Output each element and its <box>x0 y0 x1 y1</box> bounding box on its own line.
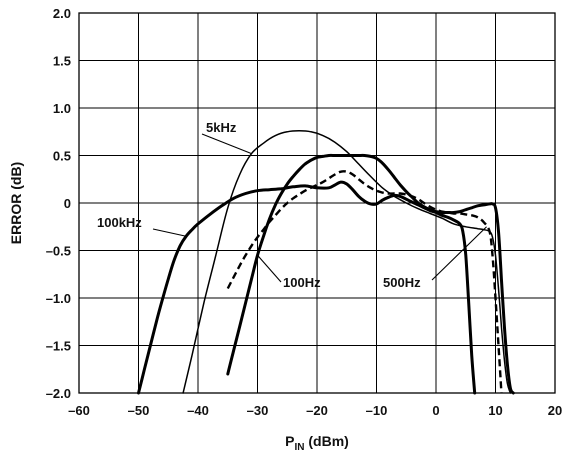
x-tick-label: –10 <box>366 403 388 418</box>
series-line-500hz <box>226 170 503 394</box>
series-line-100hz <box>226 153 515 395</box>
x-tick-label: –20 <box>306 403 328 418</box>
y-tick-label: –2.0 <box>46 386 71 401</box>
y-tick-label: –1.0 <box>46 291 71 306</box>
x-axis-title-unit: (dBm) <box>305 433 349 449</box>
x-tick-label: 10 <box>488 403 502 418</box>
y-tick-label: 2.0 <box>53 6 71 21</box>
y-tick-label: 0 <box>64 196 71 211</box>
x-tick-label: 20 <box>548 403 562 418</box>
x-axis-title-main: P <box>285 433 294 449</box>
y-axis-title: ERROR (dB) <box>8 162 24 244</box>
annotation-leader-100khz <box>152 228 187 237</box>
grid <box>78 12 556 394</box>
x-axis-title-subscript: IN <box>295 442 305 453</box>
x-tick-labels: –60 –50 –40 –30 –20 –10 0 10 20 <box>68 403 562 418</box>
y-tick-label: 1.0 <box>53 101 71 116</box>
x-axis-title: PIN (dBm) <box>285 433 349 453</box>
x-tick-label: –60 <box>68 403 90 418</box>
annotation-leader-5khz <box>201 133 252 155</box>
annotation-label-5khz: 5kHz <box>206 120 237 135</box>
annotation-leader-100hz <box>257 254 282 283</box>
plot-frame <box>78 12 556 394</box>
annotation-label-500hz: 500Hz <box>383 275 421 290</box>
annotation-label-100hz: 100Hz <box>283 275 321 290</box>
series-line-5khz <box>182 130 512 394</box>
x-tick-label: –40 <box>187 403 209 418</box>
y-tick-label: 1.5 <box>53 54 71 69</box>
x-tick-label: –50 <box>128 403 150 418</box>
x-tick-label: 0 <box>432 403 439 418</box>
y-tick-labels: 2.0 1.5 1.0 0.5 0 –0.5 –1.0 –1.5 –2.0 <box>46 6 71 401</box>
annotations: 5kHz 100kHz 100Hz 500Hz <box>97 120 487 290</box>
x-tick-label: –30 <box>247 403 269 418</box>
y-tick-label: –1.5 <box>46 339 71 354</box>
y-tick-label: 0.5 <box>53 149 71 164</box>
y-tick-label: –0.5 <box>46 244 71 259</box>
annotation-leader-500hz <box>431 226 487 281</box>
series-lines <box>137 130 515 395</box>
annotation-label-100khz: 100kHz <box>97 215 142 230</box>
series-line-100khz <box>137 180 477 395</box>
